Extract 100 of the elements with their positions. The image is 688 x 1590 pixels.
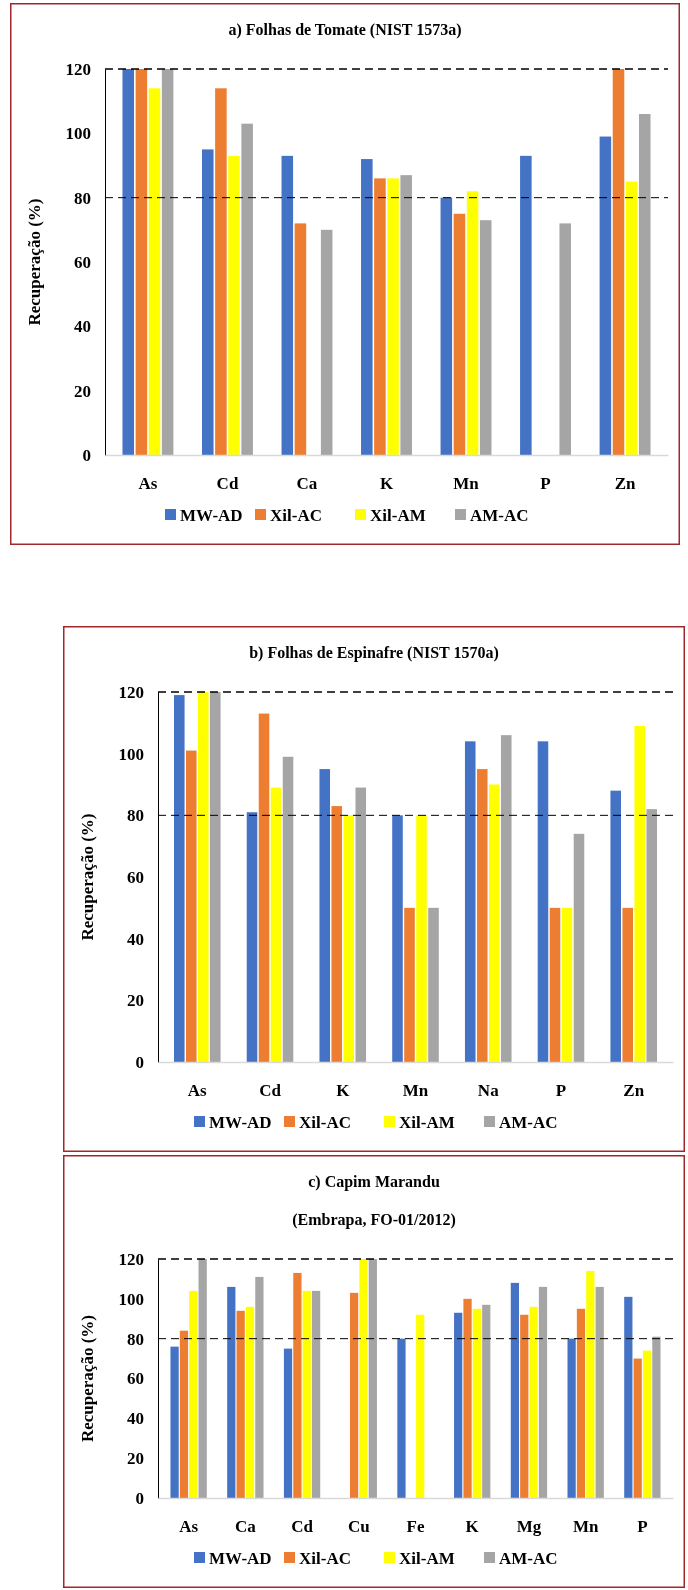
bar bbox=[586, 1270, 595, 1498]
bar bbox=[302, 1290, 311, 1498]
bar bbox=[241, 123, 253, 455]
bar bbox=[135, 69, 148, 455]
bar bbox=[610, 790, 621, 1062]
bar bbox=[638, 114, 651, 455]
legend-label: MW-AD bbox=[209, 1113, 272, 1132]
bar bbox=[198, 1259, 207, 1498]
y-tick-label: 20 bbox=[127, 1449, 144, 1469]
x-tick-label: K bbox=[336, 1081, 351, 1101]
legend-label: AM-AC bbox=[499, 1549, 558, 1568]
y-tick-label: 40 bbox=[127, 1409, 144, 1429]
y-tick-label: 0 bbox=[135, 1052, 144, 1072]
bar bbox=[625, 181, 638, 455]
bar bbox=[624, 1296, 633, 1498]
x-tick-label: Ca bbox=[234, 1517, 257, 1537]
x-tick-label: As bbox=[187, 1081, 208, 1101]
bar bbox=[595, 1286, 604, 1498]
bar bbox=[567, 1338, 576, 1498]
bar bbox=[185, 750, 197, 1062]
bar bbox=[500, 735, 512, 1062]
bar bbox=[416, 1314, 425, 1498]
bar bbox=[576, 1308, 586, 1498]
x-tick-label: Mn bbox=[402, 1081, 429, 1101]
bar bbox=[359, 1259, 368, 1498]
bar bbox=[198, 692, 209, 1062]
legend-label: Xil-AC bbox=[270, 506, 322, 525]
x-tick-label: P bbox=[540, 474, 551, 494]
x-tick-label: K bbox=[379, 474, 394, 494]
x-tick-label: K bbox=[465, 1517, 480, 1537]
bar bbox=[320, 229, 333, 455]
bar bbox=[331, 806, 343, 1062]
x-tick-label: Ca bbox=[296, 474, 318, 494]
bar bbox=[510, 1282, 520, 1498]
y-tick-label: 80 bbox=[127, 1329, 144, 1349]
bar bbox=[573, 833, 585, 1062]
bar bbox=[428, 907, 439, 1062]
legend-label: MW-AD bbox=[209, 1549, 272, 1568]
y-tick-label: 40 bbox=[74, 317, 91, 337]
bar bbox=[463, 1298, 472, 1498]
bar bbox=[343, 815, 355, 1062]
bar bbox=[520, 155, 532, 455]
y-tick-label: 20 bbox=[74, 381, 91, 401]
bar bbox=[482, 1304, 491, 1498]
bar bbox=[387, 178, 399, 455]
x-tick-label: Cu bbox=[347, 1517, 370, 1537]
chart-title: a) Folhas de Tomate (NIST 1573a) bbox=[228, 21, 462, 39]
bar bbox=[179, 1330, 189, 1498]
y-tick-label: 80 bbox=[74, 188, 91, 208]
bar bbox=[189, 1290, 198, 1498]
bar bbox=[374, 178, 386, 455]
bar bbox=[599, 136, 612, 455]
x-tick-label: Cd bbox=[259, 1081, 282, 1101]
bar bbox=[161, 69, 174, 455]
legend-label: Xil-AM bbox=[399, 1549, 455, 1568]
bar bbox=[202, 149, 214, 455]
bar bbox=[170, 1346, 179, 1498]
x-tick-label: P bbox=[637, 1517, 648, 1537]
bar bbox=[464, 741, 476, 1062]
y-tick-label: 120 bbox=[118, 682, 144, 702]
x-tick-label: Zn bbox=[623, 1081, 645, 1101]
bar bbox=[283, 1348, 293, 1498]
bar bbox=[634, 725, 646, 1062]
legend-label: AM-AC bbox=[470, 506, 529, 525]
y-tick-label: 0 bbox=[135, 1488, 144, 1508]
y-axis-title: Recuperação (%) bbox=[78, 813, 97, 941]
y-tick-label: 60 bbox=[127, 867, 144, 887]
bar bbox=[228, 155, 240, 455]
bar bbox=[472, 1308, 482, 1498]
legend-label: MW-AD bbox=[180, 506, 243, 525]
bar bbox=[215, 88, 227, 455]
bar bbox=[549, 907, 561, 1062]
y-tick-label: 120 bbox=[65, 59, 91, 79]
x-tick-label: Fe bbox=[406, 1517, 425, 1537]
bar bbox=[529, 1306, 538, 1498]
x-tick-label: P bbox=[555, 1081, 567, 1101]
y-tick-label: 40 bbox=[127, 929, 144, 949]
y-tick-label: 0 bbox=[82, 445, 91, 465]
bar bbox=[652, 1336, 661, 1498]
bar bbox=[236, 1310, 245, 1498]
bar bbox=[538, 1286, 548, 1498]
bar bbox=[633, 1358, 642, 1498]
bar bbox=[453, 213, 466, 455]
bar bbox=[537, 741, 549, 1062]
x-tick-label: Na bbox=[477, 1081, 500, 1101]
bar bbox=[642, 1350, 652, 1498]
legend-label: Xil-AC bbox=[299, 1113, 351, 1132]
bar bbox=[148, 88, 161, 455]
bar bbox=[561, 907, 573, 1062]
bar bbox=[258, 713, 270, 1062]
bar bbox=[440, 197, 453, 455]
bar bbox=[282, 756, 294, 1062]
bar bbox=[368, 1259, 377, 1498]
bar bbox=[479, 220, 492, 455]
bar bbox=[122, 69, 135, 455]
legend-label: AM-AC bbox=[499, 1113, 558, 1132]
chart-title: b) Folhas de Espinafre (NIST 1570a) bbox=[249, 644, 499, 662]
y-axis-title: Recuperação (%) bbox=[78, 1315, 97, 1442]
x-tick-label: Mn bbox=[453, 474, 480, 494]
legend-label: Xil-AM bbox=[370, 506, 426, 525]
